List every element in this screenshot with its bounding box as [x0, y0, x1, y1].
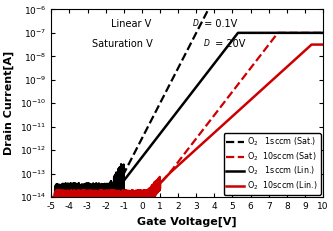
Text: Linear V: Linear V [111, 19, 152, 29]
Legend: O$_2$   1sccm (Sat.), O$_2$  10sccm (Sat), O$_2$   1sccm (Lin.), O$_2$  10sccm (: O$_2$ 1sccm (Sat.), O$_2$ 10sccm (Sat), … [223, 133, 321, 195]
O$_2$  10sccm (Sat) [97, 192, 101, 195]
Text: Saturation V: Saturation V [92, 40, 153, 49]
Line: O$_2$  10sccm (Lin.): O$_2$ 10sccm (Lin.) [51, 45, 323, 197]
O$_2$   1sccm (Lin.) [97, 193, 101, 195]
O$_2$  10sccm (Lin.) [316, 43, 320, 46]
O$_2$   1sccm (Lin.) [49, 196, 53, 198]
O$_2$   1sccm (Lin.) [316, 31, 320, 34]
O$_2$   1sccm (Lin.) [287, 31, 291, 34]
O$_2$  10sccm (Sat) [276, 31, 280, 34]
Text: = 0.1V: = 0.1V [201, 19, 237, 29]
O$_2$  10sccm (Lin.) [321, 43, 325, 46]
O$_2$   1sccm (Lin.) [321, 31, 325, 34]
O$_2$  10sccm (Lin.) [97, 196, 101, 198]
Line: O$_2$   1sccm (Sat.): O$_2$ 1sccm (Sat.) [51, 0, 323, 197]
O$_2$  10sccm (Sat) [316, 31, 320, 34]
O$_2$   1sccm (Lin.) [236, 31, 240, 34]
O$_2$   1sccm (Lin.) [165, 123, 169, 126]
O$_2$  10sccm (Sat) [154, 191, 158, 194]
Y-axis label: Drain Current[A]: Drain Current[A] [4, 51, 14, 155]
O$_2$  10sccm (Sat) [49, 196, 53, 198]
O$_2$   1sccm (Sat.) [97, 196, 101, 198]
Text: D: D [203, 40, 209, 49]
O$_2$  10sccm (Lin.) [165, 174, 169, 177]
Line: O$_2$   1sccm (Lin.): O$_2$ 1sccm (Lin.) [51, 33, 323, 197]
O$_2$   1sccm (Sat.) [80, 188, 84, 191]
O$_2$   1sccm (Sat.) [49, 196, 53, 198]
Text: = 20V: = 20V [212, 40, 245, 49]
O$_2$   1sccm (Lin.) [80, 191, 84, 194]
O$_2$   1sccm (Sat.) [165, 88, 169, 91]
O$_2$  10sccm (Lin.) [309, 43, 313, 46]
O$_2$  10sccm (Sat) [165, 174, 169, 177]
O$_2$  10sccm (Lin.) [80, 196, 84, 198]
O$_2$  10sccm (Sat) [287, 31, 291, 34]
O$_2$  10sccm (Lin.) [154, 180, 158, 183]
O$_2$   1sccm (Sat.) [154, 111, 158, 113]
O$_2$   1sccm (Lin.) [154, 138, 158, 141]
O$_2$  10sccm (Sat) [321, 31, 325, 34]
Text: D: D [192, 19, 198, 28]
O$_2$  10sccm (Lin.) [49, 196, 53, 198]
O$_2$  10sccm (Lin.) [286, 64, 290, 67]
Line: O$_2$  10sccm (Sat): O$_2$ 10sccm (Sat) [51, 33, 323, 197]
O$_2$  10sccm (Sat) [80, 192, 84, 195]
X-axis label: Gate Voltage[V]: Gate Voltage[V] [138, 217, 237, 227]
